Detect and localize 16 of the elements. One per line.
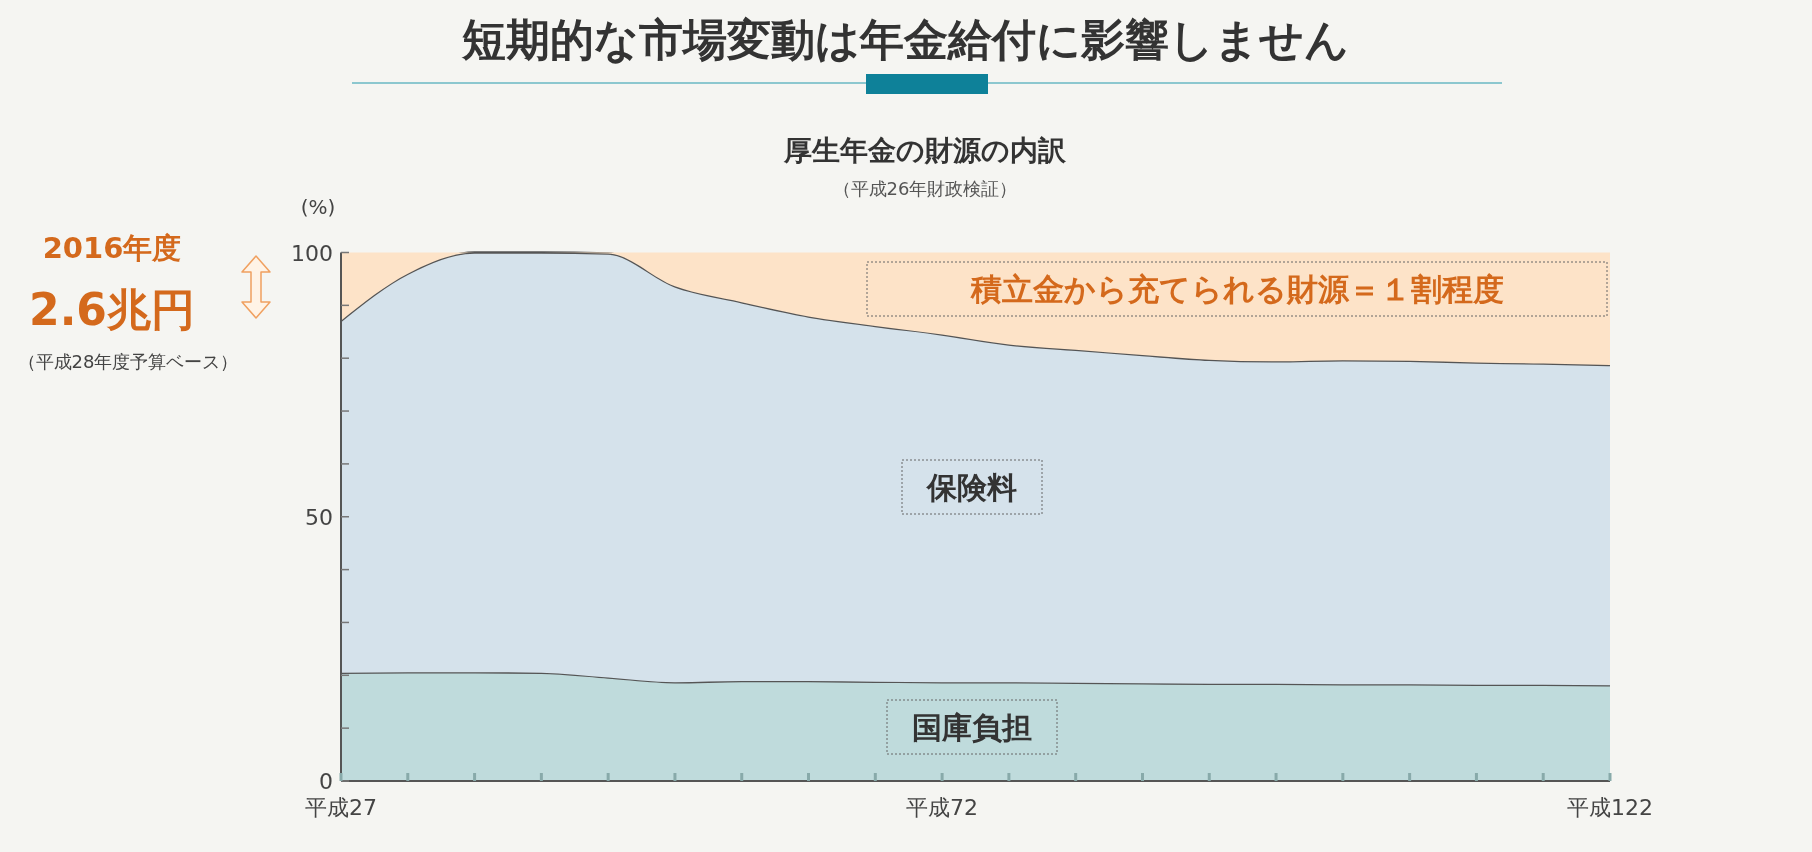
x-tick-label: 平成27	[305, 795, 377, 820]
series-label: 保険料	[926, 469, 1017, 505]
text: （平成28年度予算ベース）	[17, 351, 239, 372]
text: 2016年度	[42, 231, 182, 265]
text: 2.6兆円	[29, 284, 195, 335]
y-tick-label: 0	[319, 769, 333, 794]
chart-subtitle: 厚生年金の財源の内訳	[783, 134, 1067, 167]
x-tick-label: 平成122	[1567, 795, 1653, 820]
series-label: 国庫負担	[912, 709, 1032, 745]
y-tick-label: 100	[291, 240, 333, 266]
y-tick-label: 50	[305, 504, 333, 530]
series-label: 積立金から充てられる財源＝１割程度	[969, 271, 1504, 308]
text: （平成26年財政検証）	[832, 178, 1018, 199]
y-axis-title: (%)	[300, 195, 336, 219]
x-tick-label: 平成72	[906, 795, 979, 820]
chart-title: 短期的な市場変動は年金給付に影響しません	[460, 14, 1349, 65]
